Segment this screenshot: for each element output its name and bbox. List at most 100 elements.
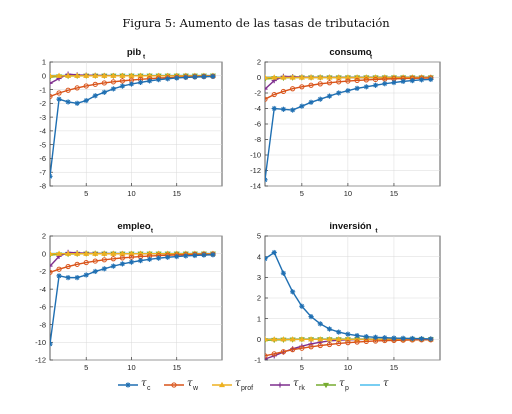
data-point-tau-w <box>345 340 351 346</box>
data-point-tau-c <box>201 74 207 80</box>
data-point-tau-w <box>299 345 305 351</box>
y-tick-label: 1 <box>42 58 46 67</box>
data-point-tau-c <box>192 74 198 80</box>
data-point-tau-w <box>308 82 314 88</box>
data-point-tau-c <box>400 335 406 341</box>
panel-title: empleo t <box>117 221 154 235</box>
data-point-tau-c <box>299 303 305 309</box>
y-tick-label: -14 <box>250 182 261 191</box>
data-point-tau-w <box>119 255 126 261</box>
data-point-tau-c <box>418 336 425 342</box>
data-point-tau-w <box>271 351 277 357</box>
data-point-tau-prof <box>65 250 72 256</box>
data-point-tau-c <box>391 335 397 341</box>
data-point-tau-prof <box>110 250 117 256</box>
y-tick-label: 0 <box>42 71 46 80</box>
plot-area <box>49 61 223 187</box>
data-point-tau-rk <box>308 341 314 347</box>
data-point-tau-c <box>280 106 287 112</box>
y-tick-label: -7 <box>39 168 46 177</box>
data-point-tau-c <box>363 334 369 340</box>
x-tick-label: 5 <box>84 189 88 198</box>
data-point-tau-c <box>165 254 171 260</box>
y-tick-label: 0 <box>42 249 46 258</box>
data-point-tau-rk <box>50 80 53 86</box>
data-point-tau-prof <box>74 250 81 256</box>
legend-symbol: τ <box>235 378 241 389</box>
x-tick-label: 5 <box>300 363 304 372</box>
data-point-tau-c <box>137 79 144 85</box>
series-group <box>50 249 216 347</box>
data-point-tau-c <box>119 261 126 267</box>
data-point-tau-c <box>50 341 53 347</box>
data-point-tau-prof <box>101 250 108 256</box>
data-point-tau-c <box>110 263 116 269</box>
y-tick-label: 2 <box>257 294 261 303</box>
data-point-tau-w <box>345 78 351 84</box>
data-point-tau-prof <box>317 74 324 80</box>
data-point-tau-c <box>65 99 71 105</box>
data-point-tau-c <box>354 85 360 91</box>
y-tick-label: -5 <box>39 140 46 149</box>
legend-item-tau-prof: τ prof <box>212 378 253 392</box>
y-tick-label: 3 <box>257 273 261 282</box>
data-point-tau-w <box>280 88 287 95</box>
series-group <box>265 73 434 183</box>
data-point-tau-w <box>265 96 268 102</box>
data-point-tau-w <box>317 342 323 349</box>
data-point-tau-c <box>317 321 323 327</box>
x-tick-label: 15 <box>173 363 181 372</box>
series-group <box>50 71 216 179</box>
data-point-tau-c <box>265 177 268 183</box>
data-point-tau-c <box>174 253 180 260</box>
data-point-tau-c <box>101 266 107 272</box>
y-tick-label: -6 <box>39 303 46 312</box>
data-point-tau-prof <box>74 72 81 78</box>
data-point-tau-c <box>50 173 53 179</box>
data-point-tau-c <box>92 268 98 275</box>
data-point-tau-c <box>156 77 162 83</box>
data-point-tau-w <box>336 79 342 85</box>
legend-marker <box>218 381 226 388</box>
legend: τ c τ w τ prof τ rk τ p τ <box>107 373 399 395</box>
data-point-tau-prof <box>110 72 117 78</box>
data-point-tau-c <box>74 275 80 281</box>
data-point-tau-c <box>165 76 171 82</box>
data-point-tau-w <box>50 269 53 275</box>
data-point-tau-c <box>128 259 135 265</box>
data-point-tau-c <box>299 103 305 109</box>
x-tick-label: 10 <box>344 189 352 198</box>
legend-symbol: τ <box>383 378 389 389</box>
series-line-tau-w <box>265 77 431 100</box>
data-point-tau-c <box>290 289 296 295</box>
data-point-tau-w <box>119 78 126 84</box>
panel-title-text: consumo <box>329 47 371 58</box>
data-point-tau-prof <box>280 336 287 342</box>
data-point-tau-c <box>345 331 351 337</box>
data-point-tau-c <box>418 77 425 83</box>
legend-symbol: τ <box>293 378 299 389</box>
y-tick-label: -1 <box>254 356 261 365</box>
y-tick-label: 0 <box>257 73 261 82</box>
data-point-tau-prof <box>119 72 126 78</box>
data-point-tau-w <box>372 76 379 83</box>
y-tick-label: -8 <box>39 182 46 191</box>
data-point-tau-c <box>128 81 135 87</box>
data-point-tau-c <box>326 326 333 332</box>
data-point-tau-prof <box>317 336 324 342</box>
data-point-tau-c <box>92 93 98 99</box>
x-tick-label: 5 <box>84 363 88 372</box>
x-tick-label: 15 <box>390 363 398 372</box>
data-point-tau-rk <box>265 356 268 360</box>
data-point-tau-c <box>146 256 153 262</box>
data-point-tau-w <box>290 86 296 92</box>
legend-subscript: rk <box>299 385 305 392</box>
data-point-tau-c <box>101 89 107 95</box>
y-tick-label: -4 <box>39 127 46 136</box>
y-tick-label: -10 <box>35 338 46 347</box>
data-point-tau-prof <box>298 74 305 80</box>
data-point-tau-prof <box>50 72 54 78</box>
